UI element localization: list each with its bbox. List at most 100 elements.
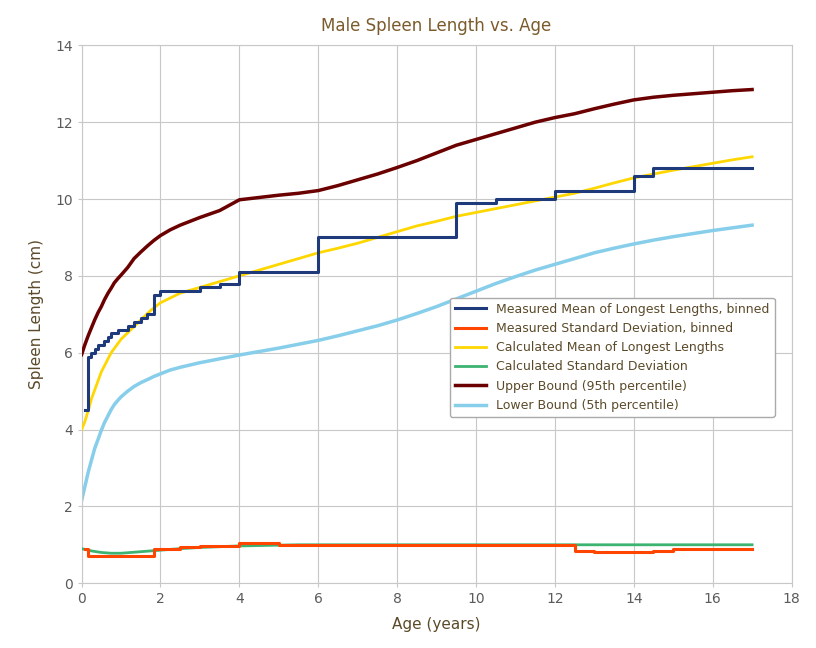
- Calculated Standard Deviation: [451, 541, 461, 549]
- Calculated Mean of Longest Lengths: [254, 266, 264, 274]
- Calculated Mean of Longest Lengths: [333, 244, 343, 252]
- Calculated Mean of Longest Lengths: [313, 249, 323, 257]
- Measured Mean of Longest Lengths, binned: [80, 406, 90, 414]
- Calculated Standard Deviation: [234, 542, 244, 550]
- Lower Bound (5th percentile): [77, 497, 86, 505]
- Upper Bound (95th percentile): [471, 135, 481, 143]
- Calculated Mean of Longest Lengths: [146, 307, 156, 314]
- Measured Mean of Longest Lengths, binned: [747, 165, 757, 172]
- Calculated Mean of Longest Lengths: [392, 228, 402, 236]
- Calculated Standard Deviation: [83, 546, 93, 554]
- Upper Bound (95th percentile): [747, 86, 757, 93]
- Calculated Standard Deviation: [372, 541, 382, 549]
- Measured Mean of Longest Lengths, binned: [688, 165, 698, 172]
- Calculated Mean of Longest Lengths: [728, 156, 738, 164]
- Calculated Standard Deviation: [126, 549, 135, 557]
- Line: Upper Bound (95th percentile): Upper Bound (95th percentile): [82, 89, 752, 354]
- Calculated Mean of Longest Lengths: [135, 316, 145, 324]
- Calculated Mean of Longest Lengths: [274, 260, 284, 268]
- Calculated Mean of Longest Lengths: [106, 349, 116, 356]
- Calculated Standard Deviation: [333, 541, 343, 549]
- Calculated Mean of Longest Lengths: [195, 284, 205, 292]
- Calculated Standard Deviation: [747, 541, 757, 549]
- Calculated Mean of Longest Lengths: [589, 185, 599, 192]
- Measured Standard Deviation, binned: [234, 539, 244, 547]
- Calculated Standard Deviation: [570, 541, 579, 549]
- Lower Bound (5th percentile): [471, 287, 481, 295]
- Legend: Measured Mean of Longest Lengths, binned, Measured Standard Deviation, binned, C: Measured Mean of Longest Lengths, binned…: [450, 297, 774, 417]
- Calculated Standard Deviation: [96, 549, 106, 557]
- Calculated Mean of Longest Lengths: [116, 336, 126, 343]
- Calculated Standard Deviation: [254, 542, 264, 550]
- Calculated Standard Deviation: [156, 546, 166, 554]
- Calculated Standard Deviation: [274, 541, 284, 549]
- Calculated Mean of Longest Lengths: [747, 153, 757, 161]
- Calculated Mean of Longest Lengths: [353, 239, 362, 247]
- Calculated Mean of Longest Lengths: [511, 201, 521, 209]
- Calculated Standard Deviation: [530, 541, 540, 549]
- Calculated Mean of Longest Lengths: [707, 159, 717, 167]
- Lower Bound (5th percentile): [412, 310, 422, 318]
- Calculated Standard Deviation: [412, 541, 422, 549]
- Calculated Standard Deviation: [629, 541, 639, 549]
- Calculated Standard Deviation: [195, 544, 205, 551]
- Calculated Mean of Longest Lengths: [86, 395, 96, 402]
- Measured Standard Deviation, binned: [175, 543, 185, 551]
- Calculated Mean of Longest Lengths: [668, 167, 678, 174]
- Line: Measured Standard Deviation, binned: Measured Standard Deviation, binned: [85, 543, 752, 555]
- Calculated Standard Deviation: [707, 541, 717, 549]
- Line: Measured Mean of Longest Lengths, binned: Measured Mean of Longest Lengths, binned: [85, 168, 752, 410]
- Measured Mean of Longest Lengths, binned: [392, 233, 402, 241]
- Calculated Standard Deviation: [688, 541, 698, 549]
- Measured Mean of Longest Lengths, binned: [649, 165, 659, 172]
- Upper Bound (95th percentile): [113, 275, 122, 283]
- Calculated Standard Deviation: [313, 541, 323, 549]
- Measured Mean of Longest Lengths, binned: [93, 341, 103, 349]
- Calculated Standard Deviation: [135, 548, 145, 555]
- Calculated Mean of Longest Lengths: [570, 189, 579, 197]
- Calculated Standard Deviation: [550, 541, 560, 549]
- Calculated Mean of Longest Lengths: [96, 368, 106, 376]
- Calculated Standard Deviation: [80, 546, 90, 553]
- Calculated Mean of Longest Lengths: [412, 222, 422, 230]
- Measured Standard Deviation, binned: [432, 541, 441, 549]
- Line: Lower Bound (5th percentile): Lower Bound (5th percentile): [82, 225, 752, 501]
- Lower Bound (5th percentile): [728, 224, 738, 232]
- Calculated Mean of Longest Lengths: [451, 213, 461, 220]
- Calculated Standard Deviation: [491, 541, 501, 549]
- Calculated Mean of Longest Lengths: [491, 205, 501, 213]
- Measured Standard Deviation, binned: [392, 541, 402, 549]
- Measured Mean of Longest Lengths, binned: [166, 287, 175, 295]
- Calculated Standard Deviation: [668, 541, 678, 549]
- Calculated Standard Deviation: [609, 541, 619, 549]
- Calculated Mean of Longest Lengths: [234, 272, 244, 280]
- Upper Bound (95th percentile): [135, 248, 145, 256]
- Calculated Mean of Longest Lengths: [80, 418, 90, 426]
- Calculated Standard Deviation: [392, 541, 402, 549]
- Line: Calculated Standard Deviation: Calculated Standard Deviation: [82, 545, 752, 553]
- Calculated Mean of Longest Lengths: [649, 170, 659, 178]
- Calculated Standard Deviation: [146, 547, 156, 555]
- Measured Standard Deviation, binned: [313, 541, 323, 549]
- Calculated Mean of Longest Lengths: [126, 326, 135, 334]
- Calculated Mean of Longest Lengths: [77, 426, 86, 434]
- Measured Standard Deviation, binned: [747, 546, 757, 553]
- X-axis label: Age (years): Age (years): [392, 618, 481, 632]
- Upper Bound (95th percentile): [77, 351, 86, 358]
- Measured Mean of Longest Lengths, binned: [224, 280, 234, 288]
- Calculated Standard Deviation: [432, 541, 441, 549]
- Calculated Standard Deviation: [175, 545, 185, 553]
- Upper Bound (95th percentile): [412, 157, 422, 165]
- Calculated Mean of Longest Lengths: [372, 233, 382, 241]
- Line: Calculated Mean of Longest Lengths: Calculated Mean of Longest Lengths: [82, 157, 752, 430]
- Upper Bound (95th percentile): [728, 87, 738, 95]
- Y-axis label: Spleen Length (cm): Spleen Length (cm): [29, 239, 44, 389]
- Calculated Standard Deviation: [116, 550, 126, 557]
- Measured Standard Deviation, binned: [80, 546, 90, 553]
- Calculated Mean of Longest Lengths: [629, 174, 639, 182]
- Calculated Mean of Longest Lengths: [688, 163, 698, 170]
- Calculated Standard Deviation: [471, 541, 481, 549]
- Title: Male Spleen Length vs. Age: Male Spleen Length vs. Age: [322, 17, 552, 36]
- Lower Bound (5th percentile): [747, 221, 757, 229]
- Calculated Standard Deviation: [86, 547, 96, 555]
